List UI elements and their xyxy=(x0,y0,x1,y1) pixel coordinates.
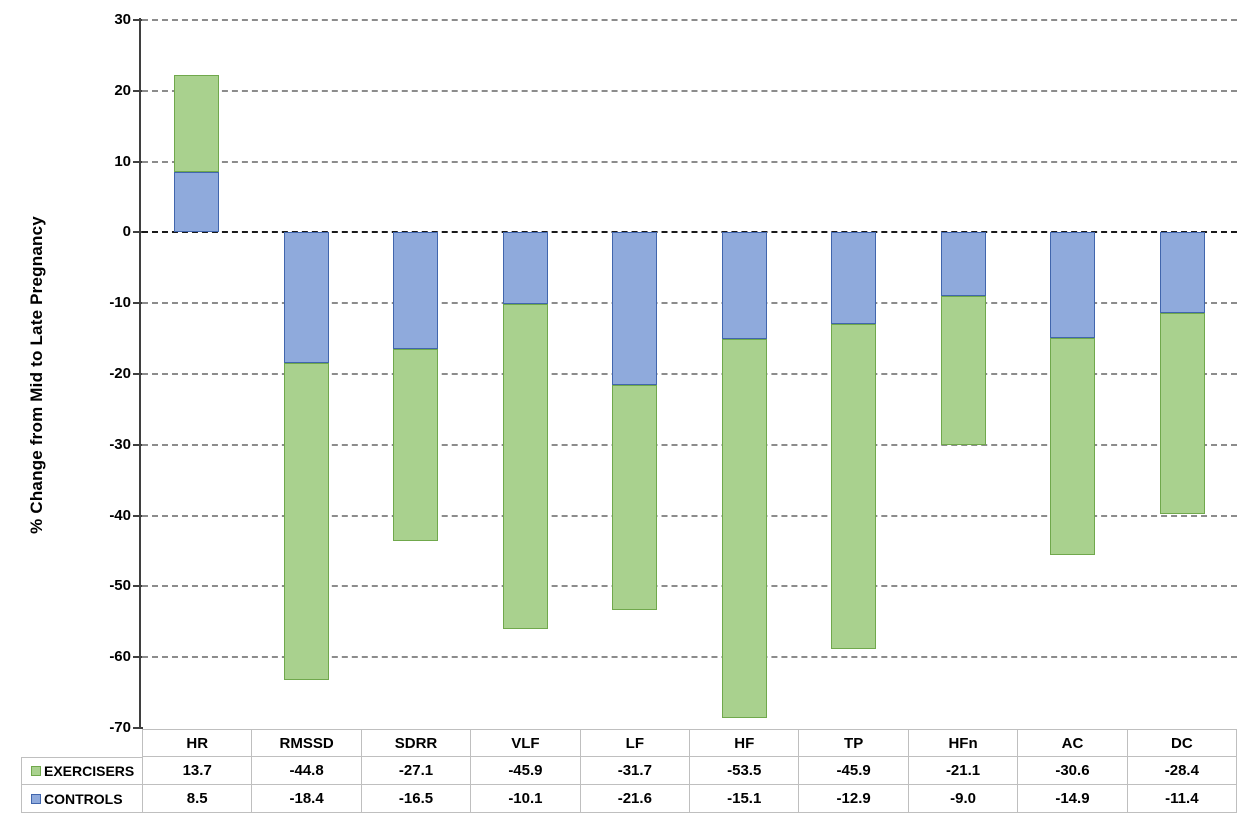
y-tick-label-20: 20 xyxy=(114,81,131,99)
gridline--10 xyxy=(142,302,1237,305)
legend-key-exercisers xyxy=(31,766,41,776)
y-tick-label--60: -60 xyxy=(109,648,131,666)
table-cell-controls-TP: -12.9 xyxy=(799,785,909,813)
bar-segment-exercisers-LF xyxy=(612,385,658,610)
table-cell-controls-HFn: -9.0 xyxy=(908,785,1019,813)
table-cell-controls-HF: -15.1 xyxy=(690,785,800,813)
table-cell-exercisers-HR: 13.7 xyxy=(142,757,253,785)
y-tick-label-30: 30 xyxy=(114,11,131,28)
table-header-VLF: VLF xyxy=(471,729,581,757)
bar-segment-controls-VLF xyxy=(502,232,548,304)
y-tick-label--30: -30 xyxy=(109,435,131,453)
table-cell-exercisers-HF: -53.5 xyxy=(690,757,800,785)
gridline--20 xyxy=(142,373,1237,375)
table-header-LF: LF xyxy=(580,729,691,757)
bar-segment-exercisers-VLF xyxy=(502,303,548,629)
table-cell-exercisers-HFn: -21.1 xyxy=(908,757,1019,785)
gridline--50 xyxy=(142,585,1237,588)
gridline-10 xyxy=(142,160,1237,163)
y-tick--60 xyxy=(133,656,143,659)
y-tick-label--10: -10 xyxy=(109,294,131,312)
y-tick--70 xyxy=(133,727,143,729)
y-tick-label-0: 0 xyxy=(122,223,131,241)
table-header-HF: HF xyxy=(690,729,800,757)
table-header-row: HR RMSSD SDRR VLF LF HF TP HFn AC DC xyxy=(142,729,1238,757)
y-tick-30 xyxy=(133,19,143,21)
y-tick-label--40: -40 xyxy=(109,506,131,524)
gridline--40 xyxy=(142,514,1237,517)
bar-segment-exercisers-TP xyxy=(831,323,877,649)
bar-segment-exercisers-RMSSD xyxy=(283,362,329,680)
bar-segment-exercisers-AC xyxy=(1050,337,1096,555)
table-cell-controls-AC: -14.9 xyxy=(1018,785,1128,813)
y-axis-title: % Change from Mid to Late Pregnancy xyxy=(27,216,46,534)
bar-segment-controls-SDRR xyxy=(393,232,439,350)
table-cell-controls-HR: 8.5 xyxy=(142,785,253,813)
y-tick--40 xyxy=(133,514,143,517)
table-cell-exercisers-AC: -30.6 xyxy=(1018,757,1128,785)
table-header-HR: HR xyxy=(142,729,253,757)
table-cell-exercisers-SDRR: -27.1 xyxy=(361,757,472,785)
legend-item-exercisers: EXERCISERS xyxy=(21,757,142,785)
table-cell-controls-LF: -21.6 xyxy=(580,785,691,813)
legend-label-exercisers: EXERCISERS xyxy=(44,763,135,779)
gridline--30 xyxy=(142,443,1237,446)
y-tick--50 xyxy=(133,585,143,588)
y-tick-label-10: 10 xyxy=(114,152,131,170)
table-cell-controls-RMSSD: -18.4 xyxy=(252,785,362,813)
zero-gridline xyxy=(142,231,1237,234)
y-tick-label--70: -70 xyxy=(109,719,131,736)
gridline-20 xyxy=(142,89,1237,92)
table-cell-controls-SDRR: -16.5 xyxy=(361,785,472,813)
table-row-exercisers: 13.7 -44.8 -27.1 -45.9 -31.7 -53.5 -45.9 -21.1-… xyxy=(142,757,1238,785)
bar-segment-controls-HR xyxy=(174,172,220,233)
table-cell-exercisers-TP: -45.9 xyxy=(799,757,909,785)
table-header-DC: DC xyxy=(1127,729,1238,757)
bar-segment-controls-TP xyxy=(831,232,877,324)
bar-segment-controls-DC xyxy=(1159,232,1205,314)
y-tick-label--20: -20 xyxy=(109,365,131,382)
table-row-controls: 8.5 -18.4 -16.5 -10.1 -21.6 -15.1 -12.9 -9.0 -14… xyxy=(142,785,1238,813)
table-cell-controls-VLF: -10.1 xyxy=(471,785,581,813)
bar-segment-controls-HF xyxy=(721,232,767,340)
table-cell-exercisers-RMSSD: -44.8 xyxy=(252,757,362,785)
bar-segment-controls-HFn xyxy=(940,232,986,297)
bar-segment-controls-LF xyxy=(612,232,658,386)
table-header-HFn: HFn xyxy=(908,729,1019,757)
table-header-AC: AC xyxy=(1018,729,1128,757)
bar-segment-exercisers-HFn xyxy=(940,296,986,446)
legend-key-controls xyxy=(31,793,41,804)
bar-segment-exercisers-SDRR xyxy=(393,349,439,542)
y-tick-0 xyxy=(133,231,143,234)
y-tick--10 xyxy=(133,302,143,305)
bar-segment-exercisers-DC xyxy=(1159,313,1205,515)
bar-segment-exercisers-HF xyxy=(721,339,767,719)
y-tick-20 xyxy=(133,89,143,92)
gridline--60 xyxy=(142,656,1237,659)
table-cell-exercisers-VLF: -45.9 xyxy=(471,757,581,785)
legend-item-controls: CONTROLS xyxy=(21,785,142,813)
gridline-30 xyxy=(142,19,1237,21)
table-header-RMSSD: RMSSD xyxy=(252,729,362,757)
y-tick--20 xyxy=(133,373,143,375)
bar-segment-exercisers-HR xyxy=(174,75,220,173)
table-header-SDRR: SDRR xyxy=(361,729,472,757)
legend-label-controls: CONTROLS xyxy=(44,790,123,807)
plot-area xyxy=(142,19,1237,728)
table-header-TP: TP xyxy=(799,729,909,757)
y-tick-10 xyxy=(133,160,143,163)
y-tick-label--50: -50 xyxy=(109,577,131,595)
bar-segment-controls-RMSSD xyxy=(283,232,329,363)
y-tick--30 xyxy=(133,443,143,446)
table-cell-controls-DC: -11.4 xyxy=(1127,785,1238,813)
table-cell-exercisers-DC: -28.4 xyxy=(1127,757,1238,785)
bar-segment-controls-AC xyxy=(1050,232,1096,338)
table-cell-exercisers-LF: -31.7 xyxy=(580,757,691,785)
